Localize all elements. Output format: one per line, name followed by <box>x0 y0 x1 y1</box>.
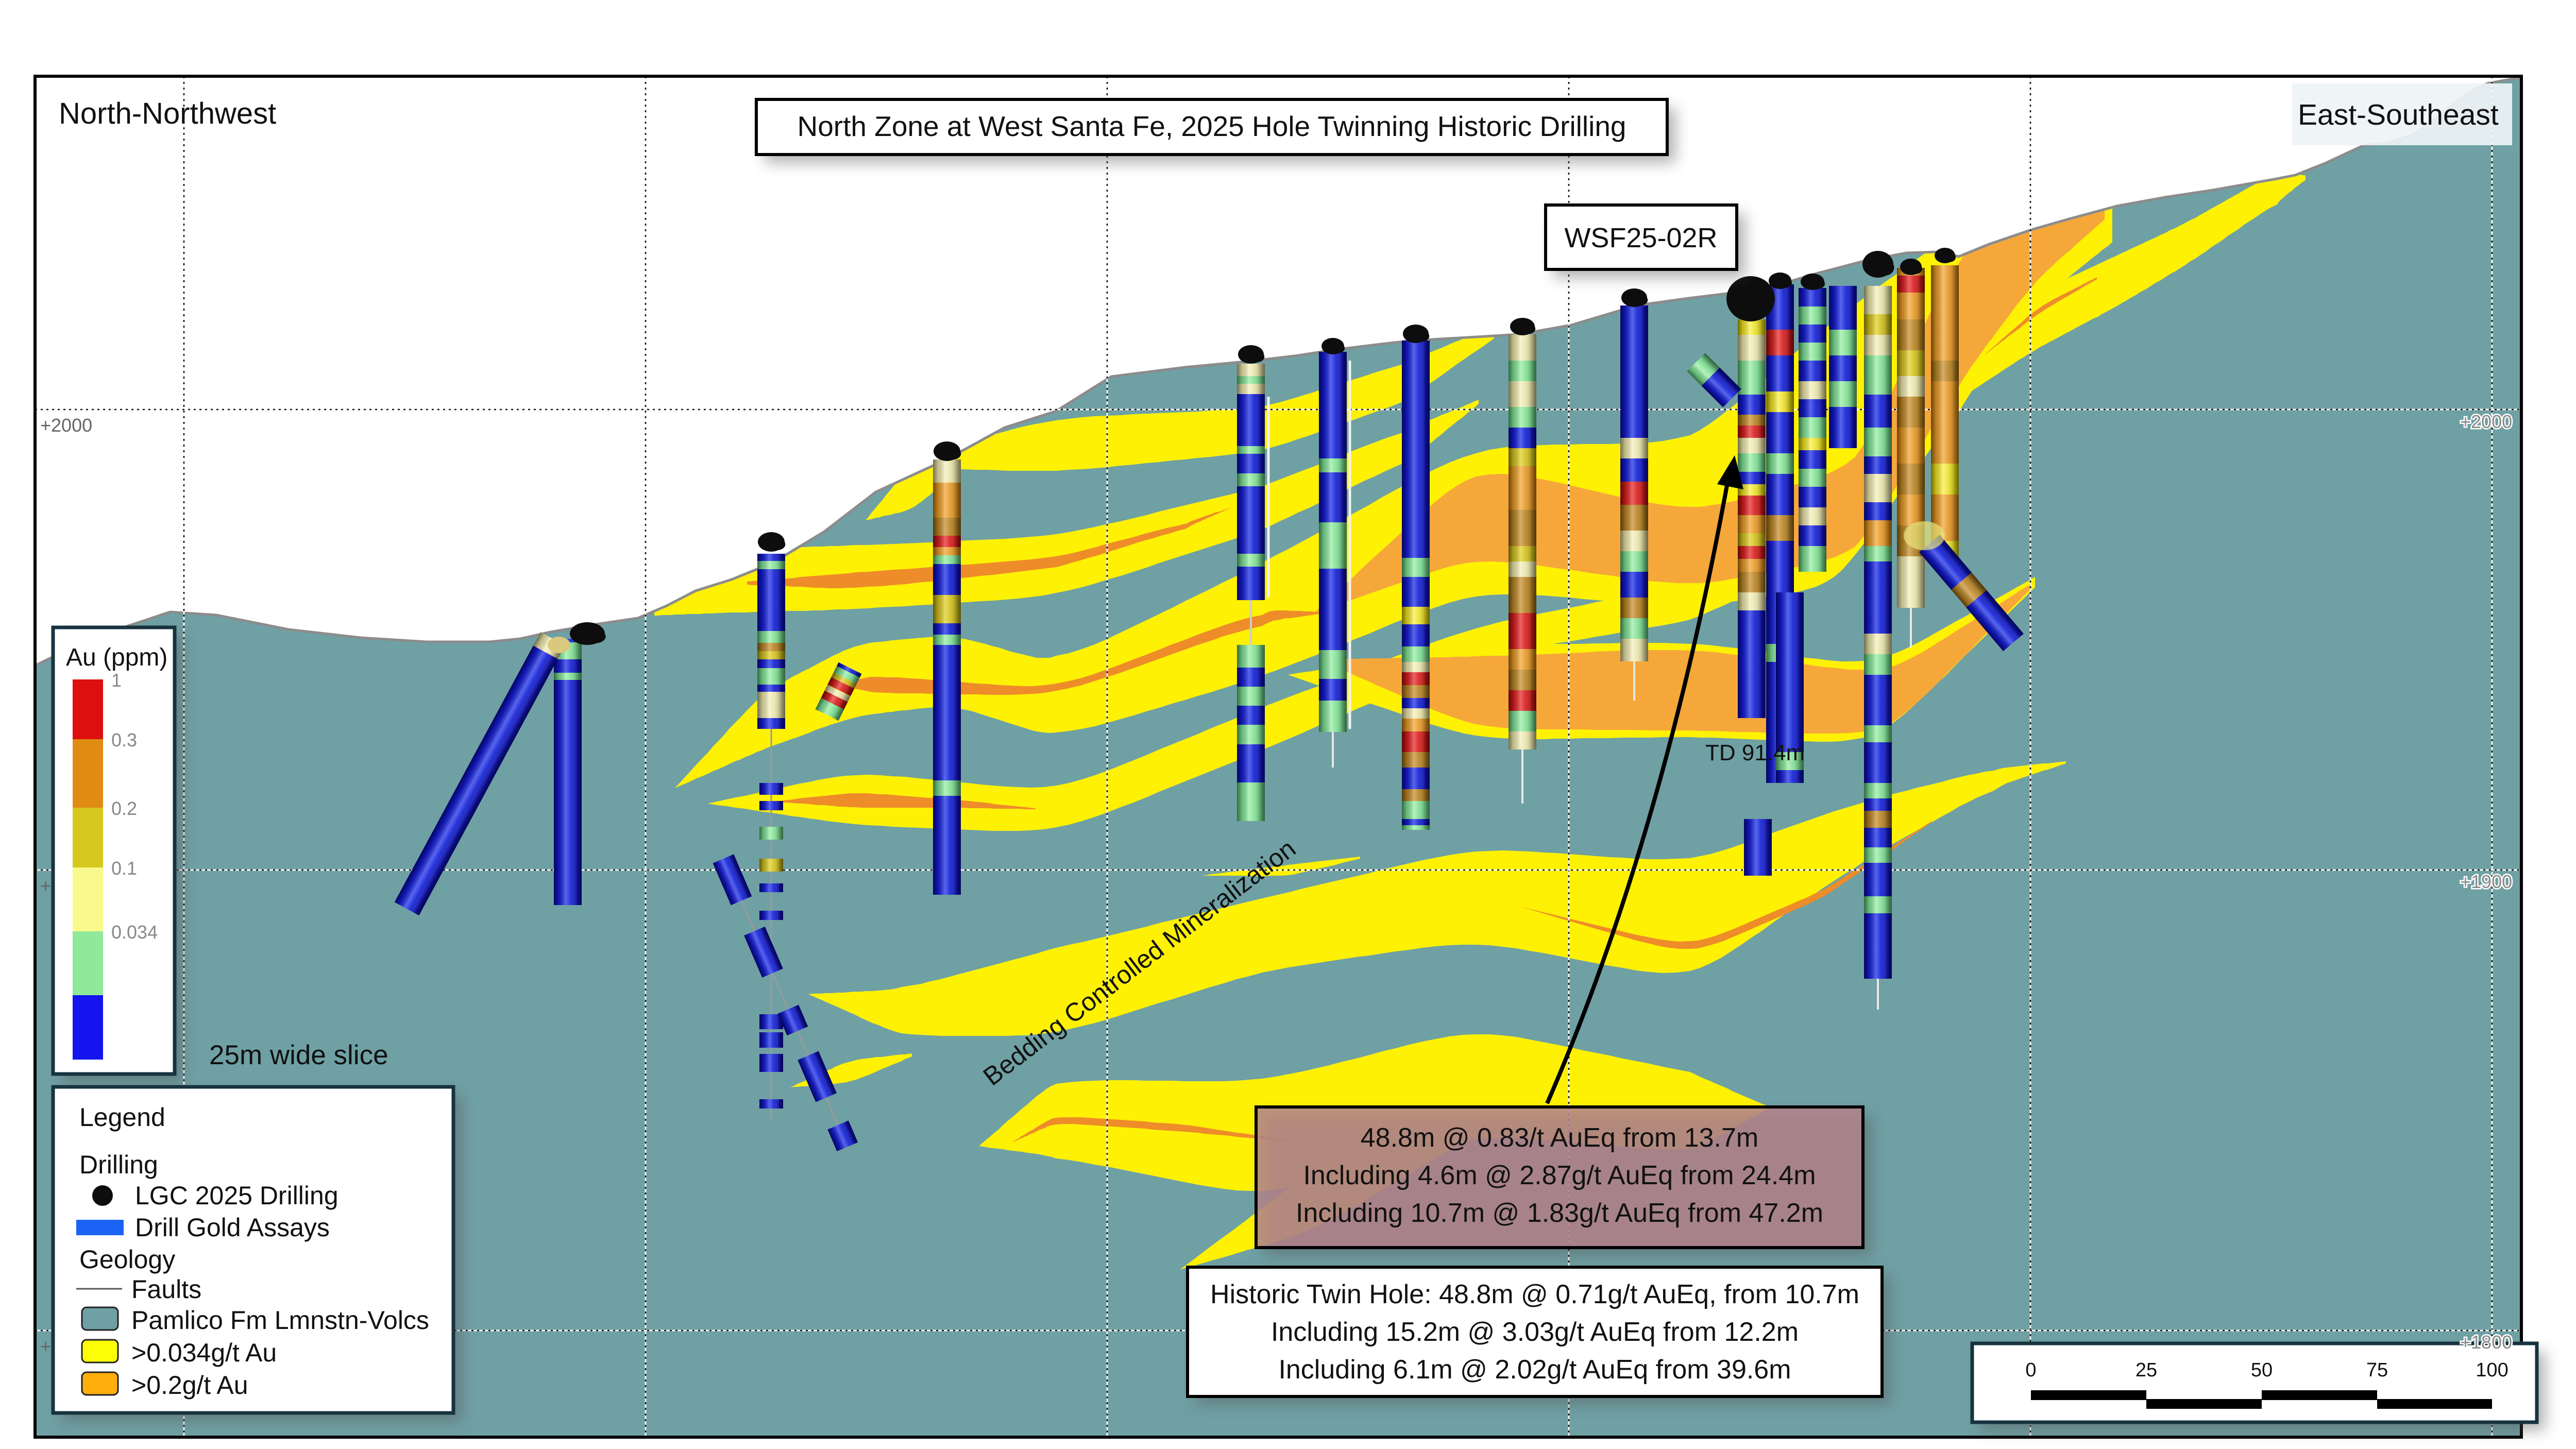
svg-text:0: 0 <box>2025 1359 2036 1381</box>
svg-text:Au (ppm): Au (ppm) <box>66 644 167 671</box>
svg-text:+2000: +2000 <box>2460 411 2512 432</box>
svg-text:50: 50 <box>2251 1359 2273 1381</box>
svg-text:48.8m @ 0.83/t AuEq from 13.7m: 48.8m @ 0.83/t AuEq from 13.7m <box>1361 1123 1759 1153</box>
svg-text:+2000: +2000 <box>40 415 92 436</box>
svg-text:Geology: Geology <box>79 1245 175 1274</box>
svg-text:East-Southeast: East-Southeast <box>2298 98 2499 131</box>
svg-text:LGC 2025 Drilling: LGC 2025 Drilling <box>135 1181 338 1210</box>
svg-text:0.2: 0.2 <box>111 798 137 819</box>
svg-text:Including 4.6m @ 2.87g/t AuEq: Including 4.6m @ 2.87g/t AuEq from 24.4m <box>1303 1161 1816 1190</box>
svg-text:25: 25 <box>2136 1359 2157 1381</box>
svg-text:+1800: +1800 <box>2460 1332 2512 1353</box>
svg-text:+1900: +1900 <box>2460 871 2512 892</box>
svg-text:TD 91.4m: TD 91.4m <box>1705 740 1805 765</box>
svg-text:Legend: Legend <box>79 1103 165 1132</box>
svg-text:0.1: 0.1 <box>111 858 137 879</box>
svg-text:Faults: Faults <box>131 1275 201 1304</box>
svg-text:Including 6.1m @ 2.02g/t AuEq: Including 6.1m @ 2.02g/t AuEq from 39.6m <box>1278 1355 1791 1385</box>
svg-text:1: 1 <box>111 670 122 691</box>
svg-text:75: 75 <box>2366 1359 2388 1381</box>
svg-text:Historic Twin Hole: 48.8m @ 0.: Historic Twin Hole: 48.8m @ 0.71g/t AuEq… <box>1210 1280 1859 1309</box>
svg-text:North Zone at West Santa Fe, 2: North Zone at West Santa Fe, 2025 Hole T… <box>798 110 1626 142</box>
svg-text:Including 15.2m @ 3.03g/t AuEq: Including 15.2m @ 3.03g/t AuEq from 12.2… <box>1271 1317 1799 1347</box>
svg-text:25m wide slice: 25m wide slice <box>209 1040 388 1070</box>
svg-text:0.034: 0.034 <box>111 922 158 943</box>
svg-text:100: 100 <box>2476 1359 2508 1381</box>
svg-text:WSF25-02R: WSF25-02R <box>1564 223 1717 253</box>
svg-text:North-Northwest: North-Northwest <box>59 97 276 130</box>
svg-text:0.3: 0.3 <box>111 729 137 751</box>
svg-text:Pamlico Fm Lmnstn-Volcs: Pamlico Fm Lmnstn-Volcs <box>131 1306 429 1335</box>
svg-text:Including 10.7m @ 1.83g/t AuEq: Including 10.7m @ 1.83g/t AuEq from 47.2… <box>1296 1198 1823 1228</box>
svg-text:>0.034g/t Au: >0.034g/t Au <box>131 1338 277 1367</box>
svg-text:Drill Gold Assays: Drill Gold Assays <box>135 1213 330 1242</box>
svg-text:>0.2g/t Au: >0.2g/t Au <box>131 1371 248 1400</box>
svg-text:Drilling: Drilling <box>79 1150 158 1179</box>
